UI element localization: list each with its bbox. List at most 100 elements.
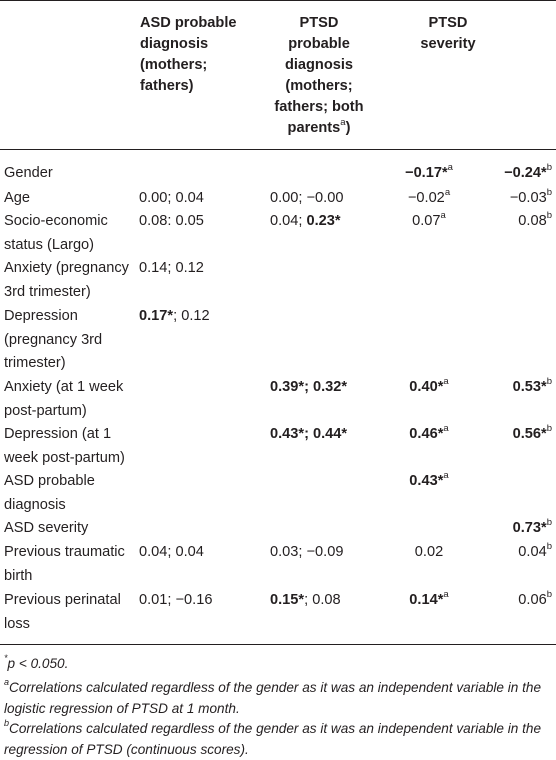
superscript-mark: b [546, 162, 552, 174]
row-label: Socio-economic status (Largo) [4, 213, 108, 253]
cell-value: 0.14; 0.12 [139, 260, 204, 276]
footnote: *p < 0.050. [4, 654, 552, 675]
row-label: Anxiety (pregnancy 3rd trimester) [4, 260, 129, 300]
footnote-text: Correlations calculated regardless of th… [4, 721, 542, 757]
table-cell-c3: 0.02 [394, 541, 464, 564]
row-label: Gender [4, 165, 53, 181]
table-cell-c1: 0.17*; 0.12 [139, 305, 264, 328]
cell-value: 0.00; −0.00 [270, 190, 344, 206]
table-cell-c3: −0.17*a [394, 162, 464, 185]
cell-value: 0.02 [414, 544, 444, 560]
footnote-mark: a [4, 677, 10, 688]
cell-value: 0.03; −0.09 [270, 544, 344, 560]
cell-value: 0.73* [512, 520, 547, 536]
superscript-mark: a [447, 162, 453, 174]
table-cell-c1: 0.01; −0.16 [139, 589, 264, 612]
cell-value: 0.15* [270, 592, 305, 608]
footnote-text: Correlations calculated regardless of th… [4, 680, 542, 716]
row-label: Previous perinatal loss [4, 592, 121, 632]
table-cell-c4: −0.24*b [472, 162, 552, 185]
cell-value: 0.14* [409, 592, 444, 608]
header-rule [0, 149, 556, 150]
cell-value: 0.43*; 0.44* [270, 426, 348, 442]
superscript-mark: b [546, 541, 552, 553]
footnote-text: p < 0.050. [7, 656, 69, 671]
cell-value: 0.23* [306, 213, 341, 229]
superscript-mark: a [440, 210, 446, 222]
table-cell-c1: 0.08: 0.05 [139, 210, 264, 233]
table-cell-c4: 0.56*b [472, 423, 552, 446]
cell-value: −0.17* [405, 165, 448, 181]
table-cell-c2: 0.43*; 0.44* [270, 423, 390, 446]
table-cell-c2: 0.03; −0.09 [270, 541, 390, 564]
header-asd-probable-diagnosis: ASD probable diagnosis (mothers; fathers… [140, 15, 237, 94]
footnote-mark: * [4, 653, 8, 664]
cell-value: 0.56* [512, 426, 547, 442]
row-label: Depression (at 1 week post-partum) [4, 426, 125, 466]
footnote: aCorrelations calculated regardless of t… [4, 678, 552, 719]
superscript-mark: b [546, 517, 552, 529]
cell-value: 0.01; −0.16 [139, 592, 213, 608]
row-label: ASD probable diagnosis [4, 473, 95, 513]
table-cell-c3: 0.07a [394, 210, 464, 233]
table-cell-c3: 0.43*a [394, 470, 464, 493]
cell-value: 0.04; 0.04 [139, 544, 204, 560]
cell-value: 0.46* [409, 426, 444, 442]
row-label: Age [4, 190, 30, 206]
superscript-mark: a [443, 589, 449, 601]
table-cell-c1: 0.14; 0.12 [139, 257, 264, 280]
row-label: Previous traumatic birth [4, 544, 125, 584]
table-cell-c4: 0.53*b [472, 376, 552, 399]
footnote: bCorrelations calculated regardless of t… [4, 719, 552, 760]
superscript-mark: b [546, 589, 552, 601]
cell-value: 0.00; 0.04 [139, 190, 204, 206]
table-cell-c2: 0.39*; 0.32* [270, 376, 390, 399]
header-ptsd-probable-diagnosis: PTSD probable diagnosis (mothers; father… [274, 15, 364, 136]
superscript-mark: a [443, 376, 449, 388]
table-cell-c1: 0.00; 0.04 [139, 187, 264, 210]
row-label: ASD severity [4, 520, 89, 536]
top-rule [0, 0, 556, 1]
cell-value: 0.08 [518, 213, 547, 229]
cell-value: 0.07 [412, 213, 441, 229]
superscript-mark: b [546, 210, 552, 222]
cell-value: 0.08: 0.05 [139, 213, 204, 229]
table-cell-c3: 0.14*a [394, 589, 464, 612]
footnote-mark: b [4, 718, 10, 729]
table-cell-c4: 0.08b [472, 210, 552, 233]
row-label: Anxiety (at 1 week post-partum) [4, 379, 124, 419]
bottom-rule [0, 644, 556, 645]
superscript-mark: b [546, 423, 552, 435]
cell-value: 0.40* [409, 379, 444, 395]
cell-value: −0.02 [407, 190, 445, 206]
table-cell-c2: 0.00; −0.00 [270, 187, 390, 210]
cell-value: 0.53* [512, 379, 547, 395]
cell-value: 0.39*; 0.32* [270, 379, 348, 395]
table-cell-c3: 0.46*a [394, 423, 464, 446]
header-ptsd-severity: PTSD severity [420, 15, 476, 52]
table-cell-c4: 0.04b [472, 541, 552, 564]
cell-value: −0.03 [509, 190, 547, 206]
cell-value: 0.17* [139, 308, 174, 324]
table-cell-c1: 0.04; 0.04 [139, 541, 264, 564]
table-cell-c4: 0.73*b [472, 517, 552, 540]
table-cell-c4: −0.03b [472, 187, 552, 210]
table-cell-c2: 0.15*; 0.08 [270, 589, 390, 612]
cell-value: ; 0.08 [304, 592, 341, 608]
superscript-mark: b [546, 376, 552, 388]
table-cell-c3: 0.40*a [394, 376, 464, 399]
row-label: Depression (pregnancy 3rd trimester) [4, 308, 103, 371]
cell-value: ; 0.12 [173, 308, 210, 324]
superscript-mark: a [443, 470, 449, 482]
cell-value: 0.04; [270, 213, 307, 229]
superscript-mark: a [444, 187, 451, 199]
table-cell-c2: 0.04; 0.23* [270, 210, 390, 233]
table-cell-c3: −0.02a [394, 187, 464, 210]
superscript-mark: b [546, 187, 552, 199]
cell-value: 0.43* [409, 473, 444, 489]
cell-value: 0.06 [518, 592, 547, 608]
superscript-mark: a [443, 423, 449, 435]
cell-value: 0.04 [518, 544, 547, 560]
table-cell-c4: 0.06b [472, 589, 552, 612]
